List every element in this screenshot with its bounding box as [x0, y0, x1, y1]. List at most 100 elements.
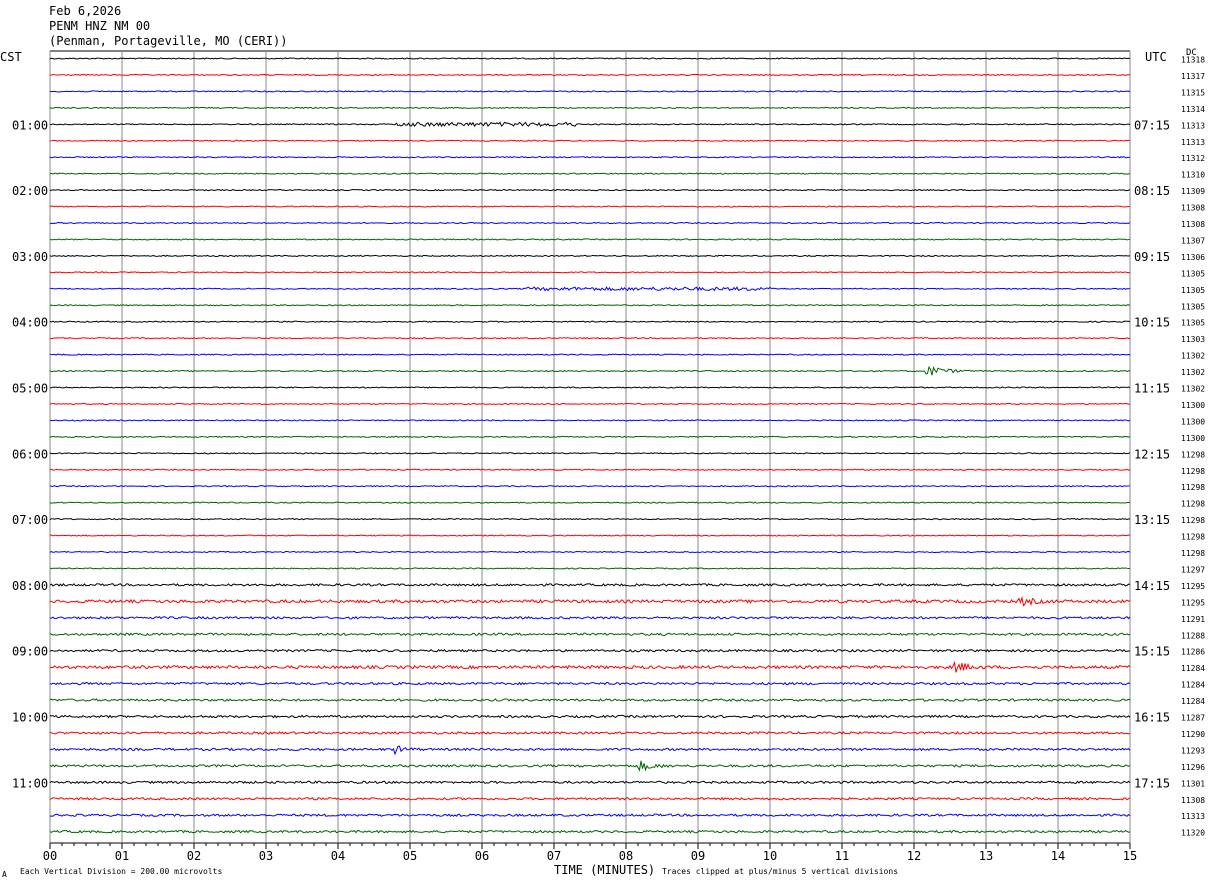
- utc-hour-label: 11:15: [1134, 382, 1170, 396]
- dc-offset-label-41: 11290: [1181, 730, 1205, 739]
- trace-line-20: [49, 386, 1131, 389]
- trace-line-5: [49, 139, 1131, 142]
- trace-line-11: [49, 238, 1131, 241]
- dc-offset-label-24: 11298: [1181, 450, 1205, 459]
- dc-offset-label-25: 11298: [1181, 467, 1205, 476]
- dc-offset-label-6: 11312: [1181, 154, 1205, 163]
- trace-line-10: [49, 221, 1131, 225]
- dc-offset-label-9: 11308: [1181, 204, 1205, 213]
- trace-line-39: [49, 698, 1131, 702]
- dc-offset-label-44: 11301: [1181, 779, 1205, 788]
- cst-hour-label: 10:00: [12, 711, 48, 725]
- dc-offset-label-46: 11313: [1181, 812, 1205, 821]
- trace-line-33: [49, 595, 1131, 607]
- trace-line-24: [49, 452, 1131, 455]
- dc-offset-label-21: 11300: [1181, 401, 1205, 410]
- cst-hour-label: 06:00: [12, 447, 48, 461]
- dc-offset-label-12: 11306: [1181, 253, 1205, 262]
- trace-line-13: [49, 271, 1131, 274]
- utc-hour-label: 07:15: [1134, 118, 1170, 132]
- utc-hour-label: 17:15: [1134, 776, 1170, 790]
- trace-line-42: [49, 745, 1131, 756]
- trace-line-1: [49, 73, 1131, 77]
- trace-line-44: [49, 780, 1131, 785]
- dc-offset-label-18: 11302: [1181, 352, 1205, 361]
- cst-hour-label: 04:00: [12, 316, 48, 330]
- utc-hour-label: 09:15: [1134, 250, 1170, 264]
- dc-offset-label-15: 11305: [1181, 302, 1205, 311]
- trace-line-7: [49, 172, 1131, 175]
- x-axis-label: TIME (MINUTES): [554, 863, 656, 877]
- dc-offset-label-11: 11307: [1181, 236, 1205, 245]
- trace-line-46: [49, 813, 1131, 818]
- x-tick-label-5: 05: [403, 849, 417, 863]
- dc-offset-label-26: 11298: [1181, 483, 1205, 492]
- x-tick-label-2: 02: [187, 849, 201, 863]
- dc-offset-label-3: 11314: [1181, 105, 1205, 114]
- cst-hour-label: 07:00: [12, 513, 48, 527]
- trace-line-32: [49, 583, 1131, 587]
- dc-offset-label-23: 11300: [1181, 434, 1205, 443]
- trace-line-0: [49, 57, 1131, 60]
- trace-line-45: [49, 796, 1131, 801]
- trace-line-47: [49, 829, 1131, 834]
- trace-line-21: [49, 402, 1131, 406]
- station-location: (Penman, Portageville, MO (CERI)): [49, 34, 288, 48]
- trace-line-43: [49, 760, 1131, 772]
- dc-offset-label-20: 11302: [1181, 385, 1205, 394]
- trace-line-35: [49, 632, 1131, 637]
- x-tick-label-3: 03: [259, 849, 273, 863]
- x-tick-label-8: 08: [619, 849, 633, 863]
- trace-line-23: [49, 435, 1131, 438]
- trace-line-28: [49, 517, 1131, 521]
- trace-line-41: [49, 731, 1131, 735]
- dc-offset-label-16: 11305: [1181, 319, 1205, 328]
- dc-offset-label-1: 11317: [1181, 72, 1205, 81]
- corner-mark: A: [2, 870, 7, 879]
- dc-offset-label-37: 11284: [1181, 664, 1205, 673]
- x-tick-label-10: 10: [763, 849, 777, 863]
- dc-offset-label-33: 11295: [1181, 598, 1205, 607]
- trace-line-36: [49, 648, 1131, 653]
- x-tick-label-9: 09: [691, 849, 705, 863]
- trace-line-12: [49, 254, 1131, 258]
- dc-offset-label-10: 11308: [1181, 220, 1205, 229]
- dc-offset-label-22: 11300: [1181, 417, 1205, 426]
- dc-offset-label-35: 11288: [1181, 631, 1205, 640]
- trace-line-8: [49, 188, 1131, 192]
- clip-note: Traces clipped at plus/minus 5 vertical …: [662, 867, 899, 876]
- dc-offset-label-5: 11313: [1181, 138, 1205, 147]
- dc-offset-label-34: 11291: [1181, 615, 1205, 624]
- dc-offset-label-45: 11308: [1181, 796, 1205, 805]
- trace-line-31: [49, 567, 1131, 570]
- x-tick-label-13: 13: [979, 849, 993, 863]
- trace-line-40: [49, 714, 1131, 719]
- dc-offset-label-17: 11303: [1181, 335, 1205, 344]
- trace-line-4: [49, 121, 1131, 128]
- cst-hour-label: 11:00: [12, 776, 48, 790]
- scale-note: Each Vertical Division = 200.00 microvol…: [20, 867, 223, 876]
- trace-line-18: [49, 353, 1131, 356]
- record-date: Feb 6,2026: [49, 4, 122, 18]
- dc-offset-label-39: 11284: [1181, 697, 1205, 706]
- trace-line-17: [49, 337, 1131, 340]
- utc-hour-label: 08:15: [1134, 184, 1170, 198]
- dc-offset-label-28: 11298: [1181, 516, 1205, 525]
- dc-offset-label-43: 11296: [1181, 763, 1205, 772]
- trace-line-9: [49, 205, 1131, 208]
- dc-offset-label-32: 11295: [1181, 582, 1205, 591]
- trace-line-34: [49, 616, 1131, 620]
- dc-offset-label-2: 11315: [1181, 88, 1205, 97]
- dc-offset-label-40: 11287: [1181, 714, 1205, 723]
- dc-offset-label-7: 11310: [1181, 171, 1205, 180]
- dc-offset-label-0: 11318: [1181, 56, 1205, 65]
- cst-hour-label: 09:00: [12, 645, 48, 659]
- dc-offset-label-30: 11298: [1181, 549, 1205, 558]
- x-tick-label-14: 14: [1051, 849, 1065, 863]
- utc-hour-label: 15:15: [1134, 645, 1170, 659]
- dc-offset-label-27: 11298: [1181, 500, 1205, 509]
- utc-hour-label: 13:15: [1134, 513, 1170, 527]
- x-tick-label-4: 04: [331, 849, 345, 863]
- x-tick-label-12: 12: [907, 849, 921, 863]
